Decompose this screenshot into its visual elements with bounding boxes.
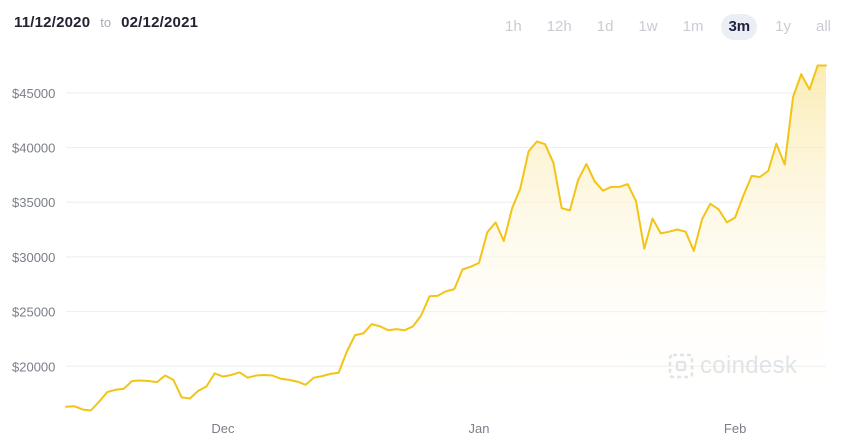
range-button-1d[interactable]: 1d xyxy=(596,18,614,35)
time-range-selector: 1h 12h 1d 1w 1m 3m 1y all xyxy=(487,14,838,40)
range-button-all[interactable]: all xyxy=(815,18,831,35)
date-range: 11/12/2020 to 02/12/2021 xyxy=(14,14,198,31)
date-to[interactable]: 02/12/2021 xyxy=(121,14,199,31)
chart-area-layer xyxy=(65,64,827,412)
range-button-1w[interactable]: 1w xyxy=(638,18,658,35)
y-axis: $20000 $25000 $30000 $35000 $40000 $45000 xyxy=(12,86,55,374)
y-tick-label: $35000 xyxy=(12,195,55,210)
range-button-3m[interactable]: 3m xyxy=(721,14,758,40)
date-separator: to xyxy=(100,15,112,30)
price-line xyxy=(65,64,827,412)
watermark: coindesk xyxy=(668,352,797,380)
y-tick-label: $45000 xyxy=(12,86,55,101)
range-button-1y[interactable]: 1y xyxy=(775,18,791,35)
x-tick-label: Dec xyxy=(211,421,235,436)
date-from[interactable]: 11/12/2020 xyxy=(14,14,91,31)
y-tick-label: $20000 xyxy=(12,359,55,374)
range-button-1h[interactable]: 1h xyxy=(505,18,522,35)
x-axis: Dec Jan Feb xyxy=(211,421,746,436)
y-tick-label: $40000 xyxy=(12,141,55,156)
watermark-text: coindesk xyxy=(700,352,798,379)
range-button-12h[interactable]: 12h xyxy=(546,18,572,35)
x-tick-label: Feb xyxy=(724,421,746,436)
y-tick-label: $30000 xyxy=(12,250,55,265)
price-area-fill xyxy=(66,65,826,411)
x-tick-label: Jan xyxy=(469,421,490,436)
coindesk-logo-icon xyxy=(668,353,694,379)
range-button-1m[interactable]: 1m xyxy=(682,18,704,35)
y-tick-label: $25000 xyxy=(12,305,55,320)
